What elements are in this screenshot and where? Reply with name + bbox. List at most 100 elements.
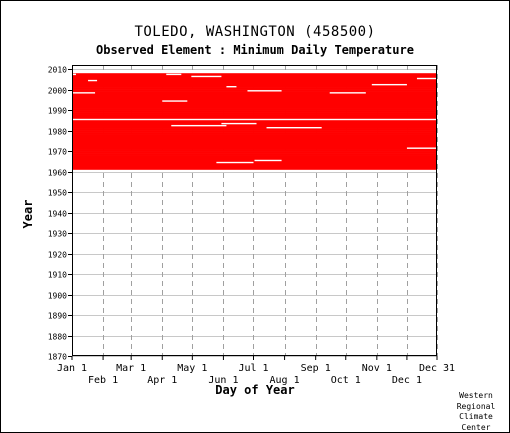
data-row-2006 [73, 75, 437, 78]
x-tick-label: Apr 1 [147, 375, 177, 386]
data-row-1964 [73, 161, 437, 164]
data-row-1996 [73, 95, 437, 99]
data-row-1963 [73, 163, 437, 166]
credit-line: Western [459, 391, 493, 400]
y-tick-label: 1930 [48, 230, 67, 239]
data-row-1988 [73, 112, 437, 115]
data-row-2005 [73, 77, 437, 80]
data-row-1968 [73, 153, 437, 156]
x-tick-label: Dec 1 [392, 375, 422, 386]
data-row-1984 [73, 120, 437, 123]
y-tick-label: 1940 [48, 210, 67, 219]
missing-data-gap [247, 90, 282, 92]
data-row-2003 [73, 81, 437, 84]
data-row-1994 [73, 99, 437, 103]
data-row-2002 [73, 83, 437, 86]
data-row-1982 [73, 124, 437, 127]
data-row-1979 [73, 130, 437, 133]
y-axis-label: Year [21, 200, 35, 229]
y-tick-label: 1980 [48, 128, 67, 137]
data-row-1976 [73, 136, 437, 140]
y-tick-label: 1910 [48, 271, 67, 280]
data-row-1980 [73, 128, 437, 131]
x-tick-label: Jan 1 [57, 363, 87, 374]
data-row-1991 [73, 105, 437, 109]
y-tick-label: 1890 [48, 312, 67, 321]
data-row-1974 [73, 140, 437, 144]
data-row-1973 [73, 142, 437, 146]
data-row-1992 [73, 103, 437, 107]
missing-data-gap [329, 92, 366, 94]
x-tick-label: Oct 1 [331, 375, 361, 386]
axis-layer: 1870 1880 1890 1900 1910 1920 1930 1940 1950 1960… [48, 65, 455, 386]
data-row-2007 [73, 73, 437, 76]
chart-title: TOLEDO, WASHINGTON (458500) [134, 24, 376, 40]
y-tick-label: 1950 [48, 189, 67, 198]
data-row-1986 [73, 116, 437, 119]
y-tick-label: 1870 [48, 353, 67, 362]
data-row-1975 [73, 138, 437, 142]
data-row-2004 [73, 79, 437, 82]
data-row-1989 [73, 110, 437, 113]
credit-block: Western Regional Climate Center [448, 391, 504, 433]
data-row-1997 [73, 93, 437, 97]
missing-data-gap [221, 122, 257, 125]
missing-data-gap [254, 159, 282, 162]
missing-data-gap [266, 126, 322, 129]
data-row-1995 [73, 97, 437, 101]
y-tick-label: 2000 [48, 87, 67, 96]
y-tick-label: 1920 [48, 251, 67, 260]
x-tick-label: Jul 1 [238, 363, 268, 374]
missing-data-gap [88, 79, 98, 82]
missing-data-gap [72, 92, 96, 94]
x-axis-label: Day of Year [215, 383, 294, 397]
x-tick-label: Jun 1 [208, 375, 238, 386]
data-row-1998 [73, 91, 437, 94]
x-tick-label: Dec 31 [419, 363, 455, 374]
y-tick-label: 1900 [48, 292, 67, 301]
missing-data-gap [72, 118, 437, 121]
data-row-1962 [73, 165, 437, 168]
missing-data-gap [166, 73, 182, 76]
plot-border [72, 65, 437, 356]
x-tick-label: Aug 1 [270, 375, 300, 386]
y-tick-label: 1880 [48, 333, 67, 342]
missing-data-gap [371, 83, 407, 86]
data-row-1993 [73, 101, 437, 105]
missing-data-gap [406, 147, 437, 149]
data-row-1977 [73, 134, 437, 138]
x-tick-label: Nov 1 [362, 363, 392, 374]
data-row-1978 [73, 132, 437, 135]
missing-data-gap [216, 161, 254, 164]
y-tick-label: 2010 [48, 66, 67, 75]
missing-data-gap [191, 75, 222, 78]
data-row-1990 [73, 108, 437, 111]
data-layer [72, 73, 437, 170]
credit-line: Center [461, 422, 491, 432]
data-row-1961 [73, 167, 437, 170]
data-row-1971 [73, 146, 437, 150]
data-row-1966 [73, 157, 437, 160]
missing-data-gap [72, 73, 77, 76]
data-row-1972 [73, 144, 437, 148]
x-tick-label: Feb 1 [88, 375, 118, 386]
missing-data-gap [162, 100, 188, 102]
y-tick-label: 1960 [48, 169, 67, 178]
missing-data-gap [416, 77, 437, 80]
data-row-1969 [73, 151, 437, 154]
data-row-2001 [73, 85, 437, 88]
data-row-1981 [73, 126, 437, 129]
data-row-1967 [73, 155, 437, 158]
x-tick-label: Mar 1 [116, 363, 146, 374]
x-tick-label: Sep 1 [301, 363, 331, 374]
missing-data-gap [226, 86, 237, 88]
credit-line: Climate [459, 412, 493, 421]
y-tick-label: 1990 [48, 107, 67, 116]
y-tick-label: 1970 [48, 148, 67, 157]
credit-line: Regional [456, 401, 496, 411]
missing-data-gap [171, 124, 227, 127]
data-row-1970 [73, 149, 437, 152]
chart-subtitle: Observed Element : Minimum Daily Tempera… [96, 43, 414, 57]
data-row-2000 [73, 87, 437, 90]
